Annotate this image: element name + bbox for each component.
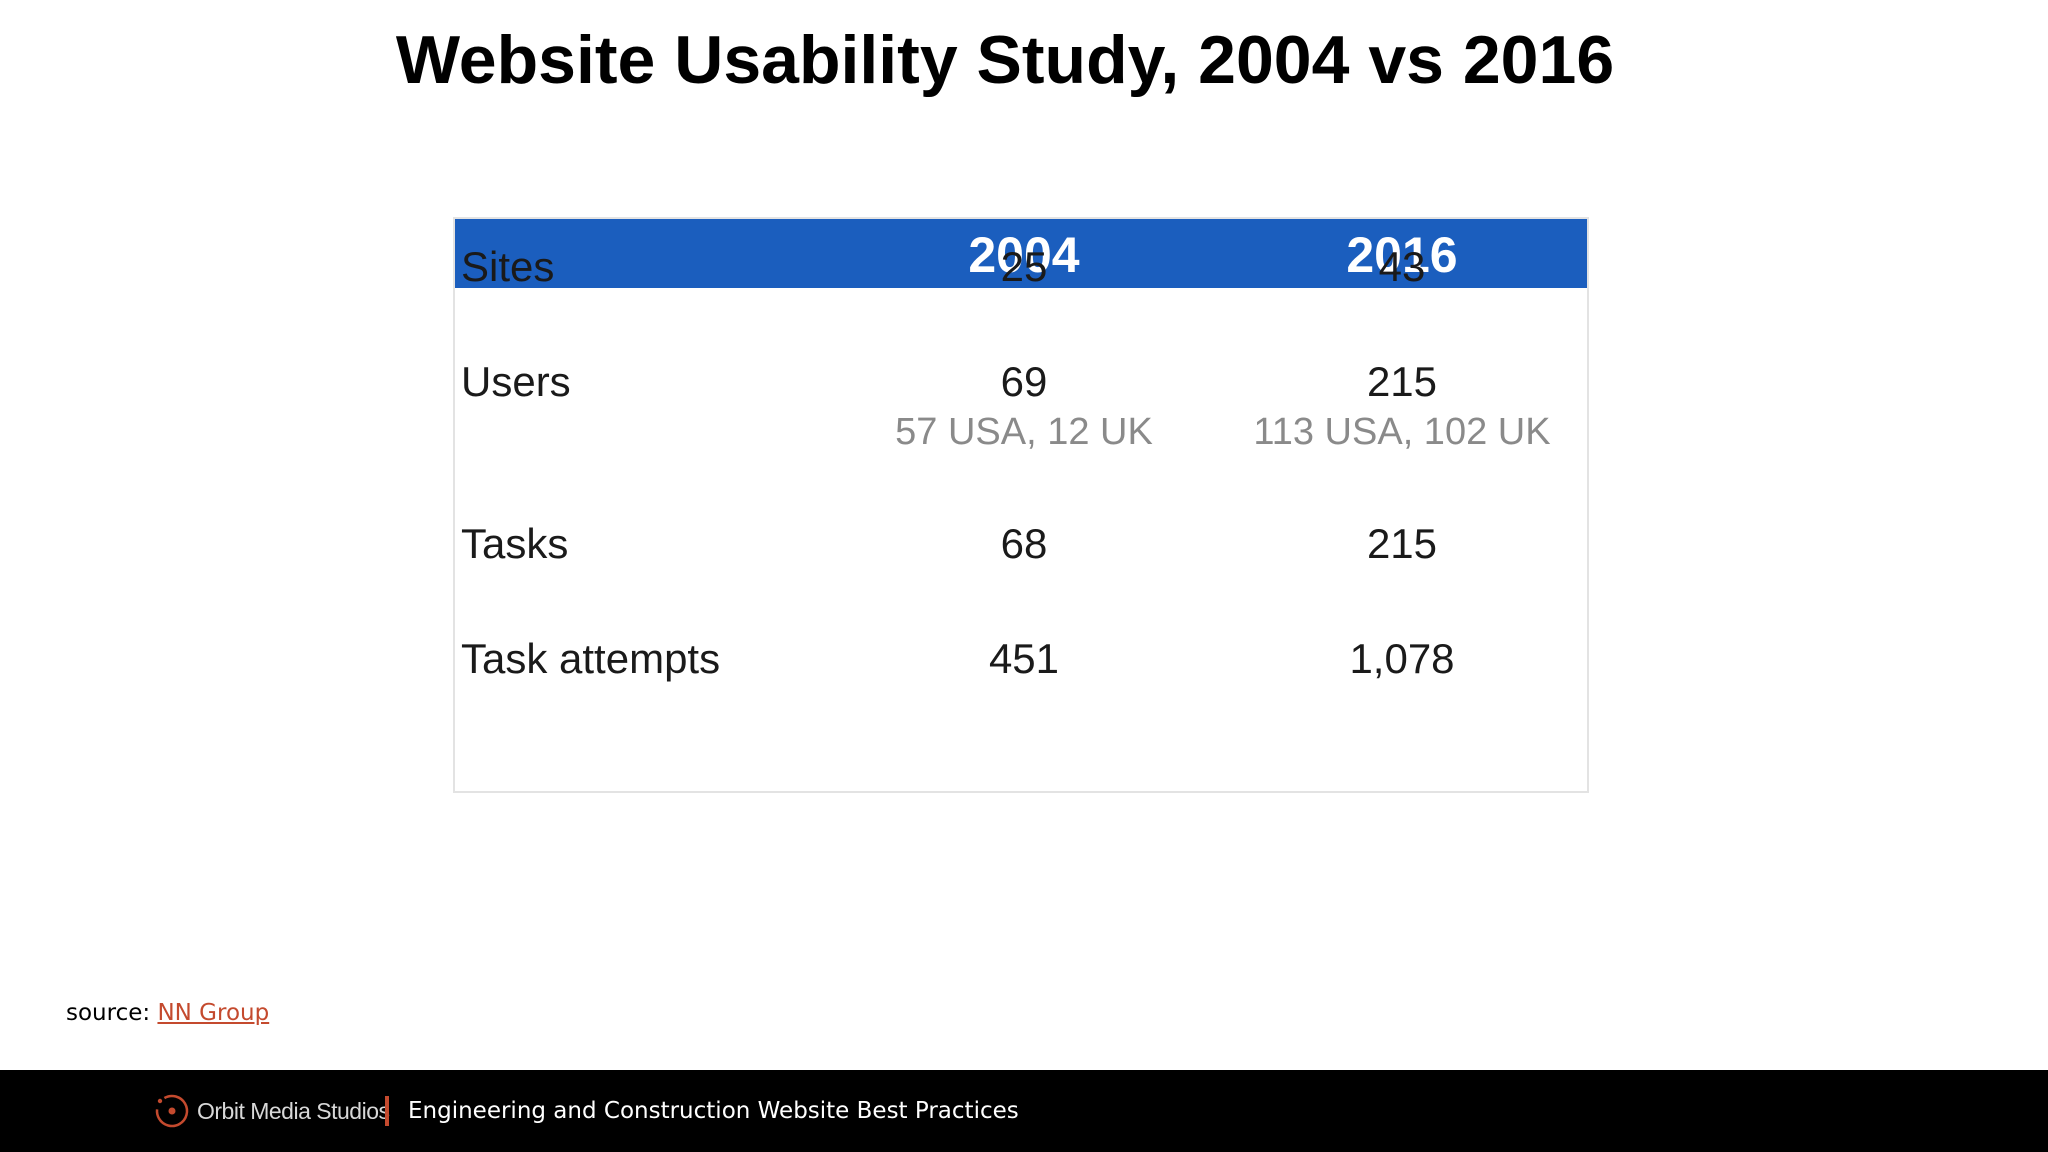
orbit-logo-icon: [155, 1094, 189, 1128]
table-cell: 68: [1000, 520, 1048, 567]
table-cell: 1,078: [1349, 635, 1455, 682]
table-cell: 43: [1378, 243, 1426, 290]
footer-text: Engineering and Construction Website Bes…: [408, 1098, 1019, 1124]
footer-brand: Orbit Media Studios: [197, 1098, 390, 1124]
source-link[interactable]: NN Group: [157, 1000, 270, 1026]
usability-table: 2004 2016 Sites 25 43 Users 69 57 USA, 1…: [453, 217, 1589, 793]
table-cell: 215 113 USA, 102 UK: [1232, 357, 1572, 457]
table-cell: 25: [1000, 243, 1048, 290]
row-label-sites: Sites: [461, 243, 555, 290]
row-label-task-attempts: Task attempts: [461, 635, 721, 682]
source-prefix: source:: [66, 1000, 158, 1026]
footer-divider: [385, 1096, 389, 1126]
footer-bar: Orbit Media Studios Engineering and Cons…: [0, 1070, 2048, 1152]
cell-note: 113 USA, 102 UK: [1253, 411, 1551, 453]
column-header-2016: 2016: [1346, 227, 1458, 283]
table-cell: 69 57 USA, 12 UK: [854, 357, 1194, 457]
cell-value: 69: [1000, 358, 1048, 405]
table-cell: 451: [988, 635, 1060, 682]
row-label-tasks: Tasks: [461, 520, 569, 567]
slide-title: Website Usability Study, 2004 vs 2016: [395, 22, 1615, 98]
cell-value: 215: [1366, 358, 1438, 405]
row-label-users: Users: [461, 358, 571, 405]
table-cell: 215: [1366, 520, 1438, 567]
column-header-2004: 2004: [968, 227, 1080, 283]
table-header: 2004 2016: [455, 219, 1587, 288]
cell-note: 57 USA, 12 UK: [895, 411, 1153, 453]
source-line: source: NN Group: [66, 1000, 269, 1026]
